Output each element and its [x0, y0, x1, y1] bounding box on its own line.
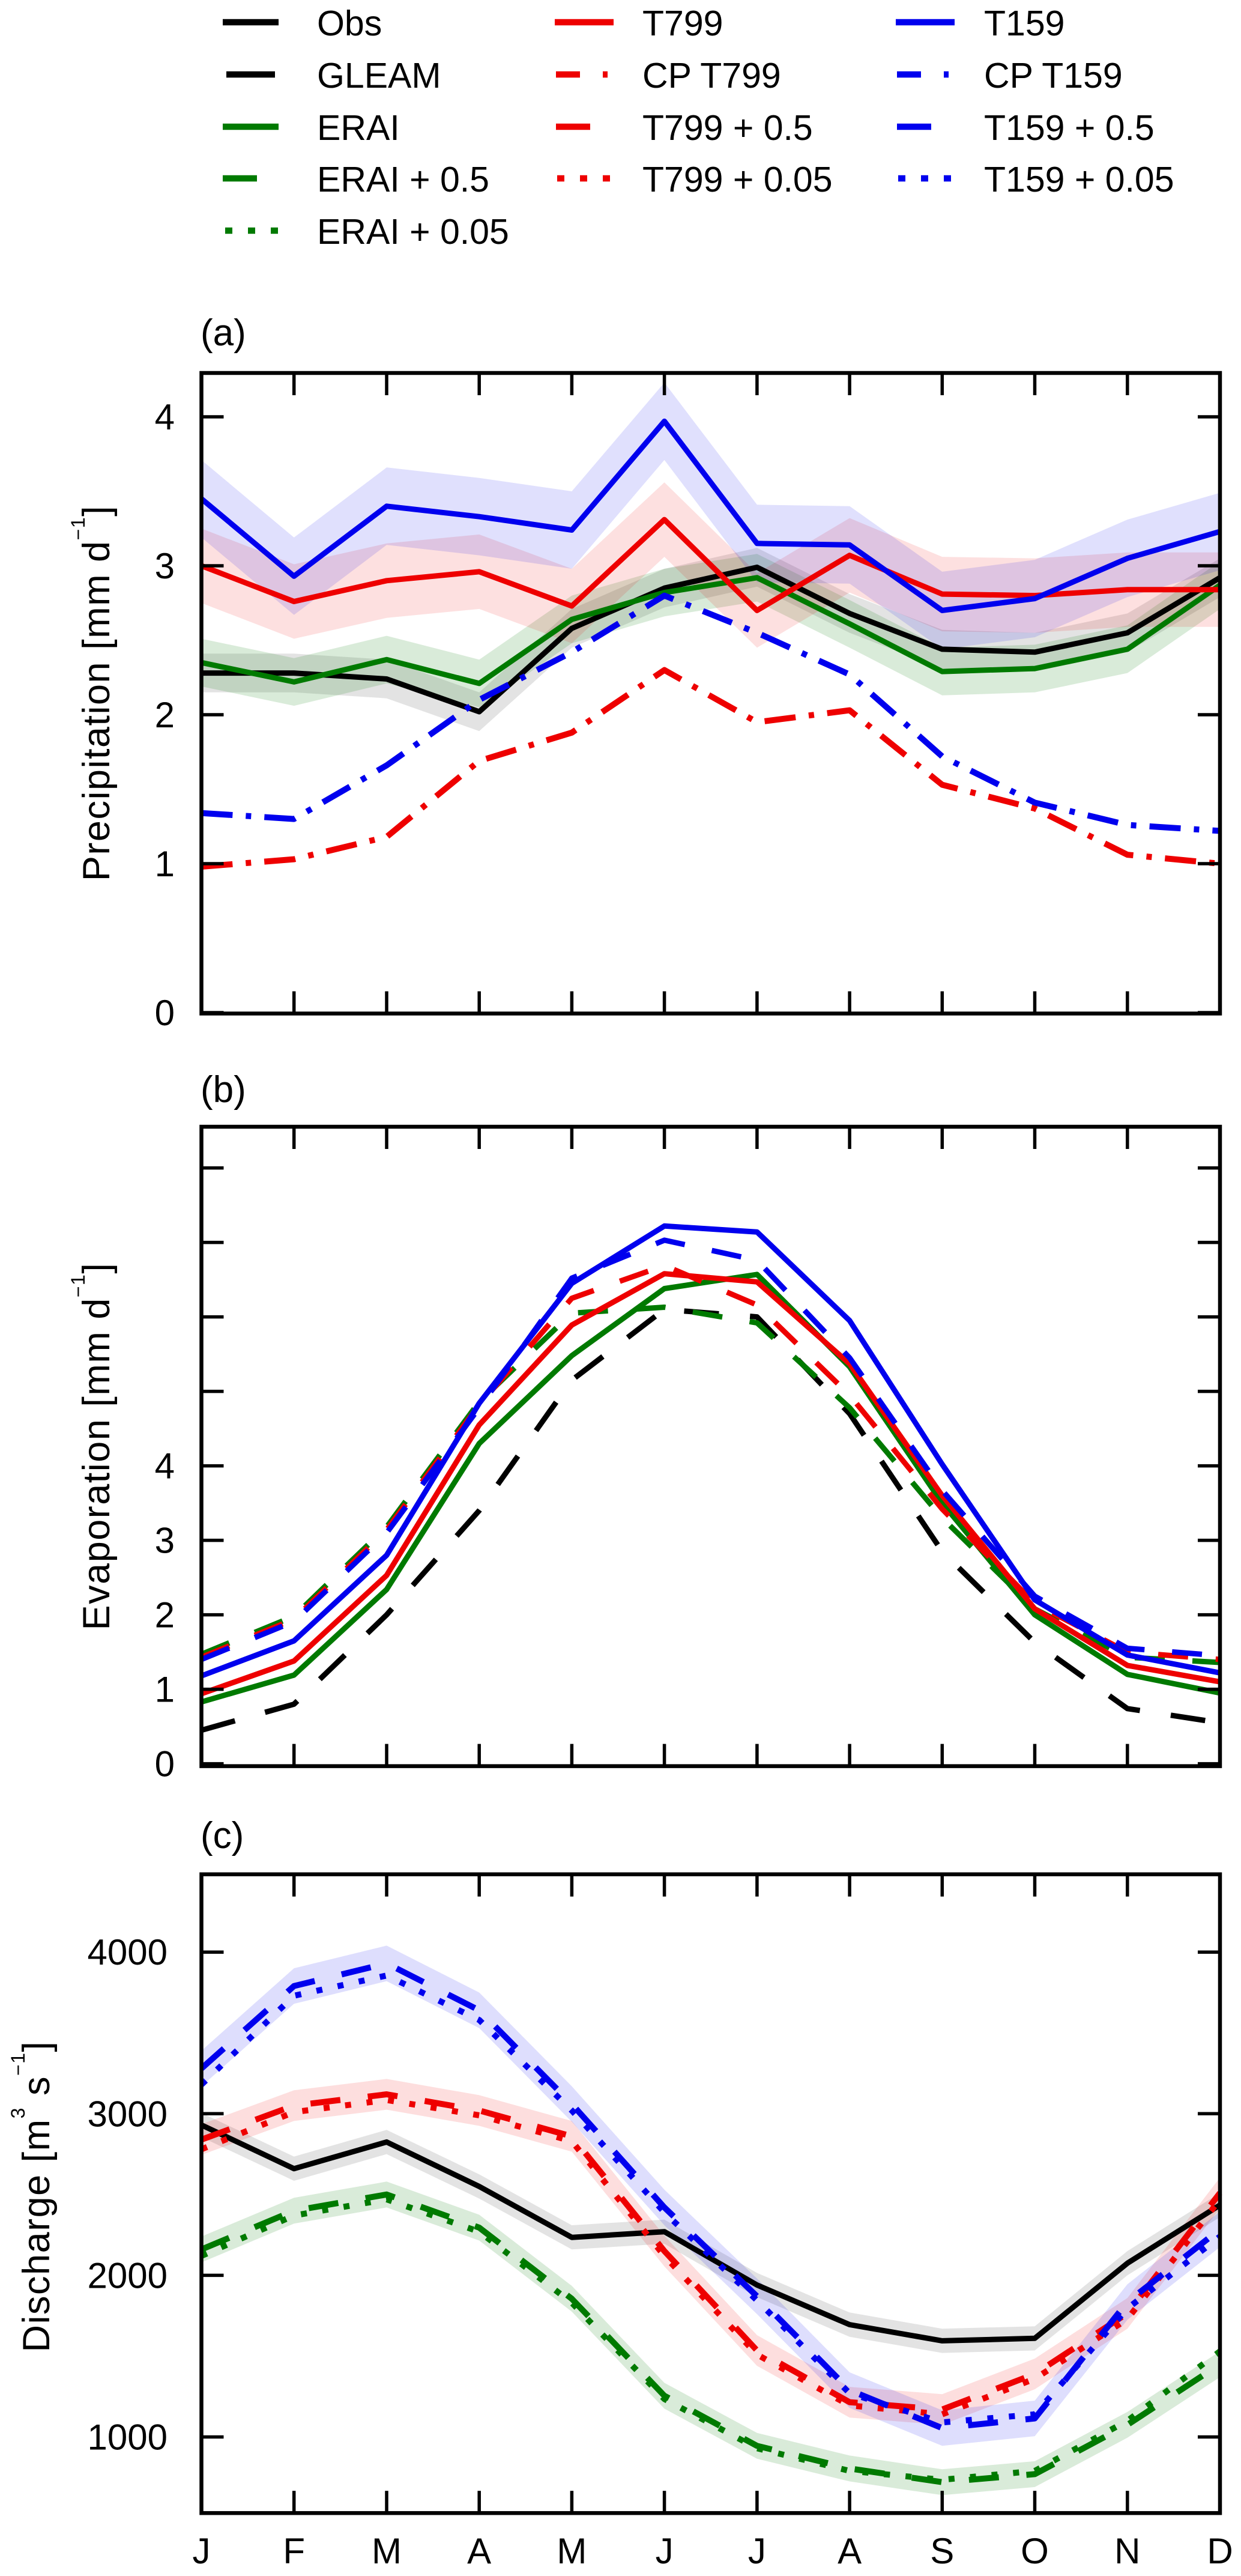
svg-text:Discharge [m3 s−1]: Discharge [m3 s−1] — [7, 2041, 58, 2353]
svg-text:D: D — [1207, 2531, 1233, 2571]
svg-text:0: 0 — [155, 993, 175, 1033]
svg-text:S: S — [930, 2531, 954, 2571]
svg-text:O: O — [1021, 2531, 1049, 2571]
svg-text:CP T799: CP T799 — [642, 56, 781, 95]
svg-text:T799: T799 — [642, 4, 723, 43]
svg-text:T799 + 0.5: T799 + 0.5 — [642, 108, 813, 148]
svg-text:3000: 3000 — [88, 2094, 168, 2134]
svg-text:T159 + 0.5: T159 + 0.5 — [984, 108, 1155, 148]
svg-text:1: 1 — [155, 1670, 175, 1710]
svg-text:ERAI: ERAI — [317, 108, 400, 148]
svg-text:ERAI + 0.05: ERAI + 0.05 — [317, 212, 509, 252]
svg-text:T159 + 0.05: T159 + 0.05 — [984, 160, 1174, 199]
svg-text:Obs: Obs — [317, 4, 382, 43]
svg-text:T799 + 0.05: T799 + 0.05 — [642, 160, 833, 199]
svg-text:J: J — [748, 2531, 766, 2571]
svg-text:2000: 2000 — [88, 2255, 168, 2296]
svg-text:4: 4 — [155, 1446, 175, 1487]
svg-text:A: A — [838, 2531, 862, 2571]
svg-text:3: 3 — [155, 1521, 175, 1561]
svg-text:Precipitation [mm d−1]: Precipitation [mm d−1] — [67, 505, 118, 881]
svg-text:2: 2 — [155, 695, 175, 735]
svg-text:M: M — [557, 2531, 587, 2571]
svg-text:J: J — [656, 2531, 674, 2571]
svg-text:N: N — [1114, 2531, 1140, 2571]
svg-text:1000: 1000 — [88, 2417, 168, 2458]
svg-text:Evaporation [mm d−1]: Evaporation [mm d−1] — [67, 1262, 118, 1631]
svg-text:1: 1 — [155, 844, 175, 884]
svg-text:F: F — [283, 2531, 305, 2571]
svg-text:ERAI + 0.5: ERAI + 0.5 — [317, 160, 489, 199]
svg-text:3: 3 — [155, 546, 175, 586]
svg-text:GLEAM: GLEAM — [317, 56, 441, 95]
svg-text:0: 0 — [155, 1744, 175, 1784]
svg-text:A: A — [467, 2531, 491, 2571]
svg-text:M: M — [372, 2531, 402, 2571]
svg-text:4000: 4000 — [88, 1932, 168, 1972]
svg-text:J: J — [193, 2531, 211, 2571]
svg-text:(a): (a) — [201, 312, 246, 354]
svg-text:T159: T159 — [984, 4, 1064, 43]
svg-text:(c): (c) — [201, 1815, 244, 1856]
svg-text:2: 2 — [155, 1595, 175, 1635]
svg-text:4: 4 — [155, 397, 175, 437]
svg-text:(b): (b) — [201, 1069, 246, 1111]
svg-text:CP T159: CP T159 — [984, 56, 1123, 95]
